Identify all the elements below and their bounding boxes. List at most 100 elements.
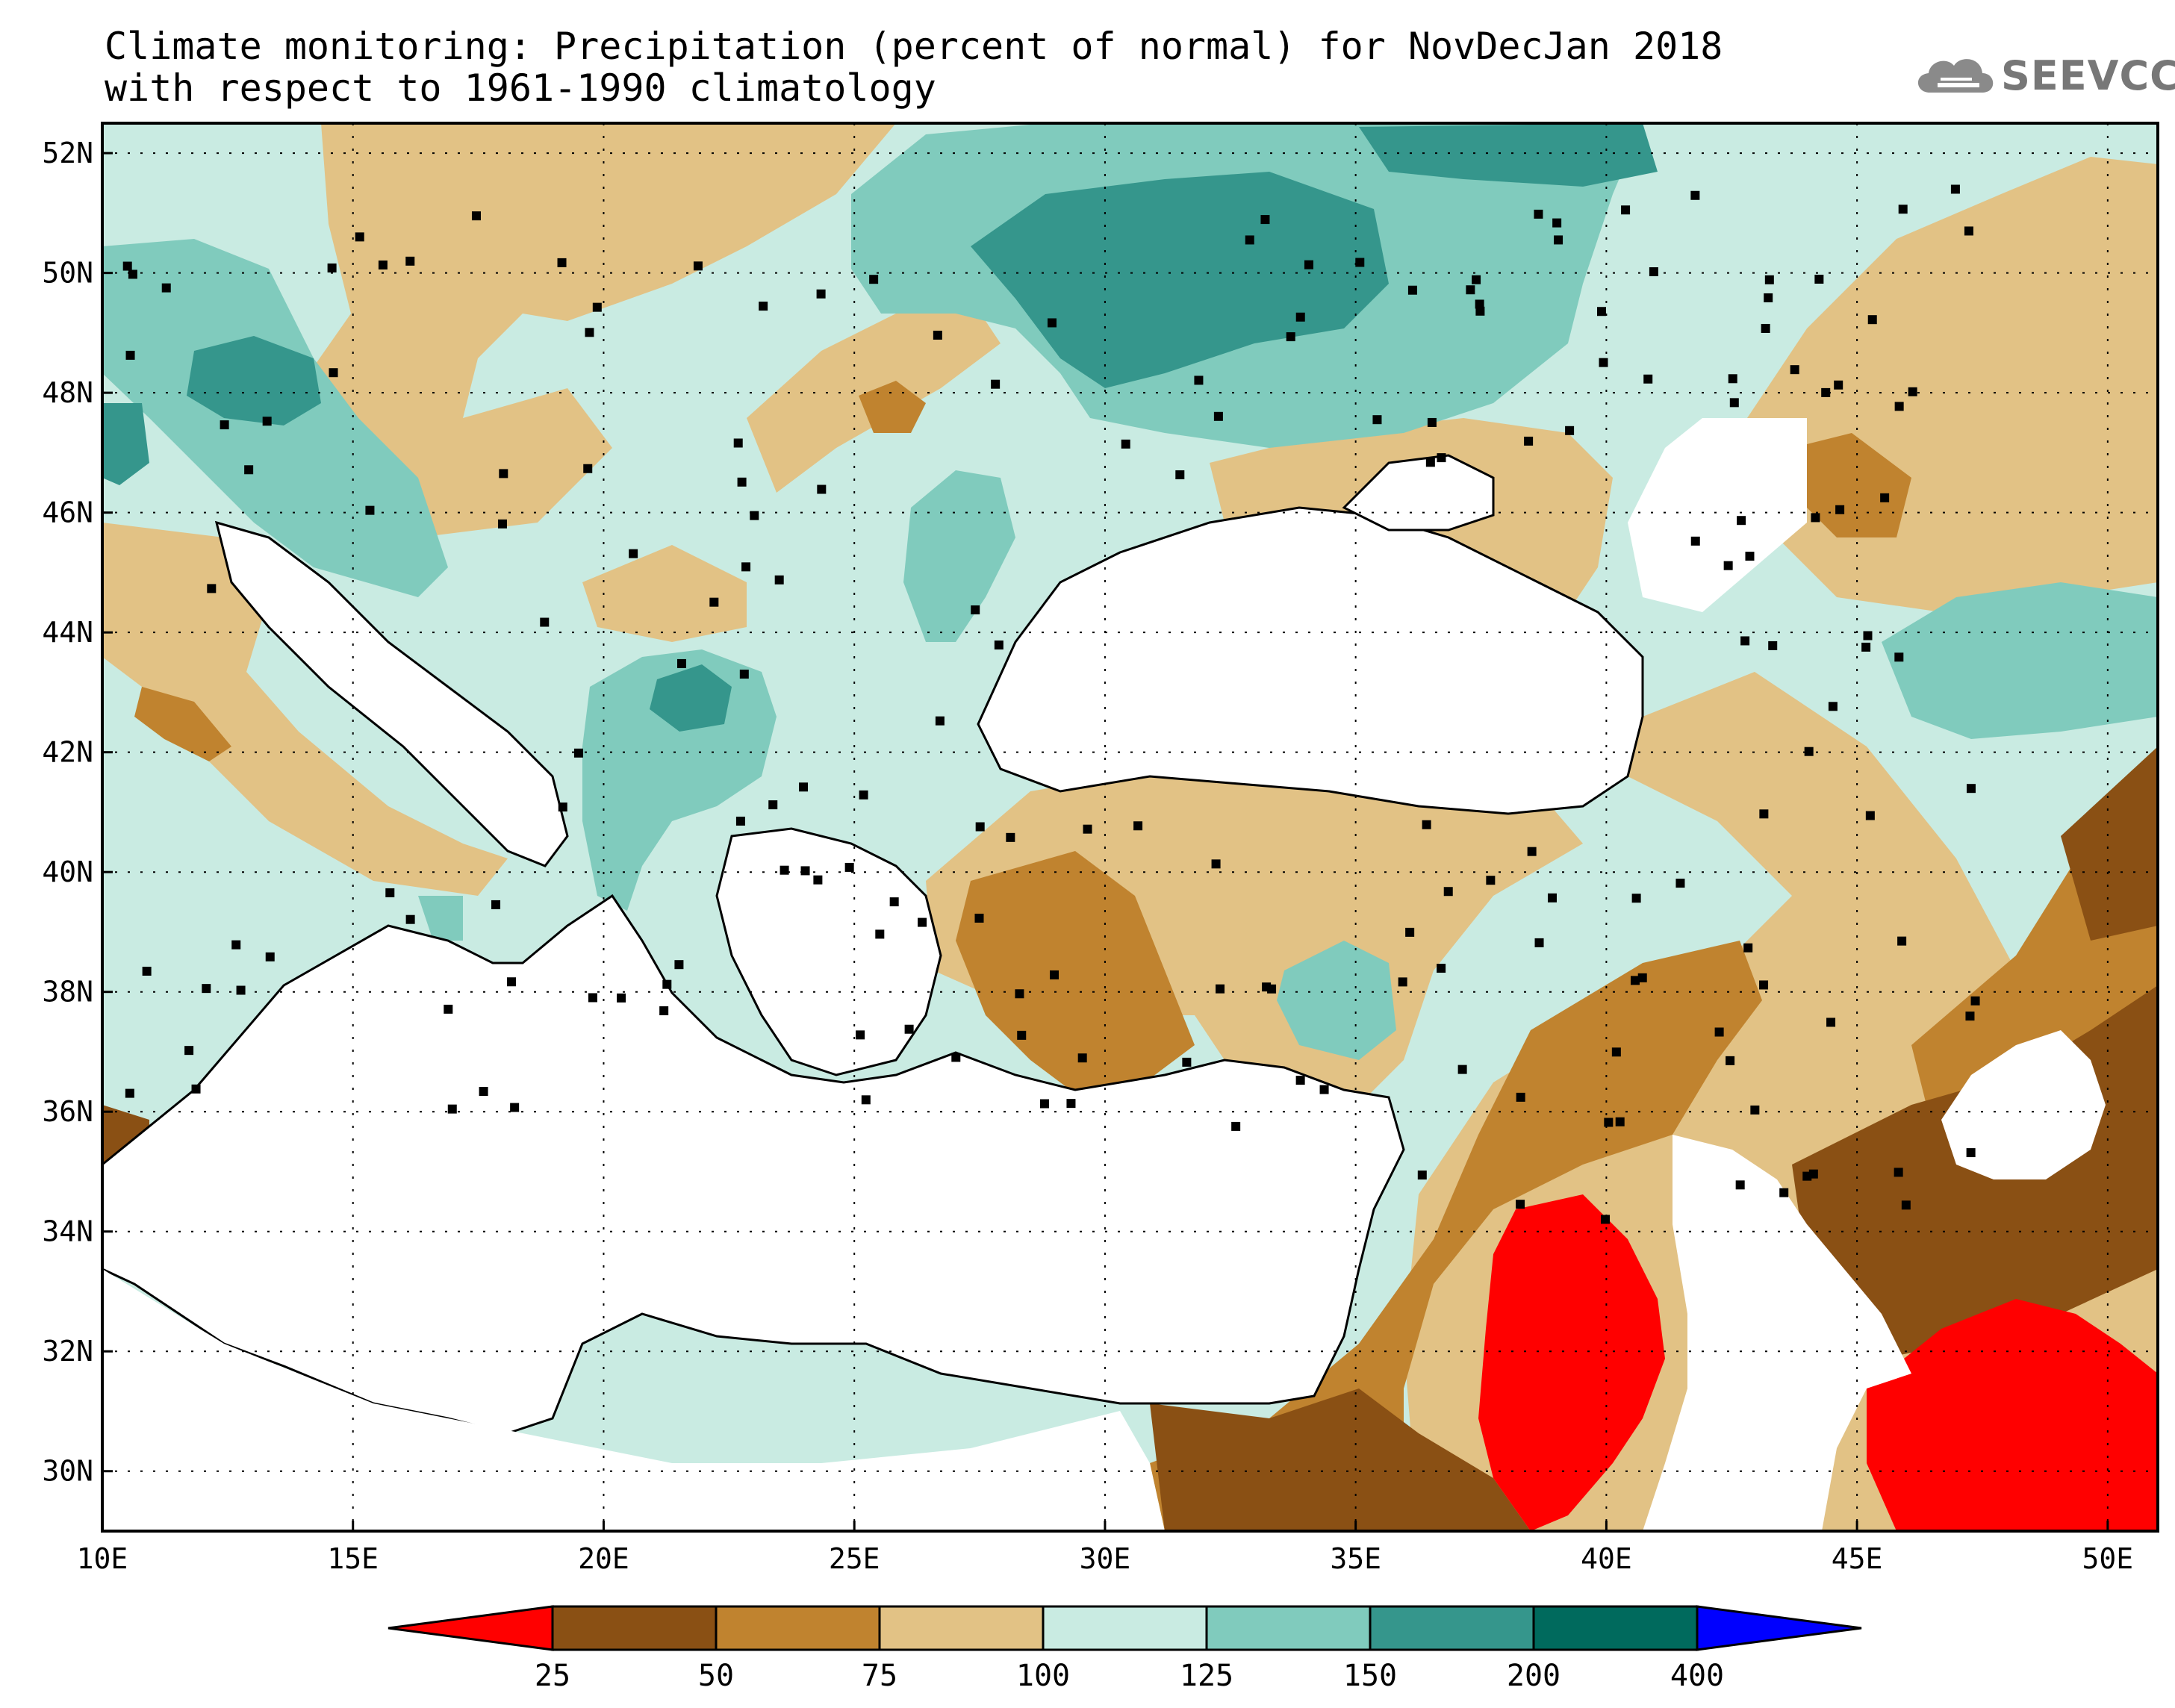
station-marker	[1675, 879, 1685, 888]
station-marker	[1437, 453, 1446, 463]
station-marker	[1466, 285, 1475, 295]
station-marker	[1422, 820, 1431, 829]
aegean-sea	[715, 827, 942, 1076]
station-marker	[750, 511, 759, 520]
station-marker	[799, 782, 809, 792]
field-50-75-anatolia	[956, 851, 1195, 1105]
station-marker	[1764, 275, 1774, 284]
station-marker	[557, 258, 567, 267]
station-marker	[1194, 375, 1204, 385]
station-marker	[497, 519, 507, 529]
station-marker	[1690, 190, 1700, 200]
field-below-25-syria-iraq	[1478, 1194, 1665, 1531]
station-marker	[1735, 1180, 1745, 1190]
station-marker	[231, 940, 241, 950]
station-marker	[994, 640, 1004, 650]
station-marker	[1865, 811, 1875, 820]
station-marker	[1729, 398, 1739, 408]
station-marker	[385, 888, 395, 897]
station-marker	[1133, 821, 1143, 831]
station-marker	[1740, 636, 1750, 646]
station-marker	[558, 802, 567, 812]
station-marker	[1472, 275, 1481, 284]
station-marker	[184, 1046, 194, 1056]
station-marker	[355, 232, 364, 242]
field-75-100-serbia	[582, 545, 747, 642]
tick-label-lat-40N: 40N	[42, 855, 93, 888]
station-marker	[733, 438, 743, 448]
station-marker	[869, 275, 879, 284]
station-marker	[405, 914, 415, 924]
station-marker	[741, 562, 751, 572]
station-marker	[1372, 415, 1382, 425]
station-marker	[813, 875, 823, 885]
station-marker	[1047, 318, 1057, 328]
field-50-75-southeast	[1150, 941, 1762, 1531]
station-marker	[1637, 973, 1647, 982]
station-marker	[1286, 332, 1295, 342]
field-150-200-austria	[187, 336, 321, 426]
station-marker	[491, 900, 501, 909]
black-sea	[977, 506, 1644, 815]
station-marker	[236, 985, 246, 995]
station-marker	[1768, 640, 1778, 650]
station-marker	[1437, 964, 1446, 973]
station-marker	[875, 929, 885, 939]
station-marker	[1443, 887, 1453, 897]
station-marker	[588, 993, 597, 1003]
station-marker	[1405, 927, 1415, 937]
station-marker	[800, 866, 810, 876]
station-marker	[974, 913, 984, 923]
station-marker	[768, 800, 778, 810]
station-marker	[265, 952, 275, 961]
station-marker	[816, 289, 826, 299]
station-marker	[1039, 1099, 1049, 1109]
colorbar-label: 25	[535, 1659, 570, 1693]
station-marker	[1231, 1121, 1241, 1131]
tick-label-lat-48N: 48N	[42, 376, 93, 409]
colorbar-segment	[1205, 1605, 1372, 1651]
station-marker	[1621, 205, 1631, 215]
tick-label-lat-46N: 46N	[42, 496, 93, 529]
tick-label-lat-52N: 52N	[42, 137, 93, 169]
station-marker	[1425, 458, 1435, 467]
chart-title-line-1: Climate monitoring: Precipitation (perce…	[105, 25, 1723, 68]
field-25-50-iran-north	[2061, 747, 2158, 941]
station-marker	[1804, 747, 1814, 756]
station-marker	[1604, 1118, 1614, 1127]
station-marker	[1861, 642, 1871, 652]
tick-label-lon-25E: 25E	[829, 1542, 880, 1575]
station-marker	[1245, 235, 1254, 245]
station-marker	[1475, 299, 1484, 309]
station-marker	[1066, 1099, 1076, 1109]
field-150-200-ukraine-center	[971, 172, 1389, 388]
station-marker	[1295, 1076, 1305, 1085]
tick-label-lat-42N: 42N	[42, 736, 93, 769]
station-marker	[1897, 936, 1907, 946]
colorbar-label: 100	[1016, 1659, 1070, 1693]
caspian-sea	[1941, 1030, 2106, 1179]
station-marker	[207, 584, 217, 593]
station-marker	[1295, 312, 1305, 322]
station-marker	[844, 862, 854, 872]
field-125-150-romania	[903, 470, 1015, 642]
station-marker	[1723, 561, 1733, 570]
station-marker	[1630, 976, 1640, 985]
field-75-100-central-europe	[224, 123, 896, 537]
station-marker	[1908, 387, 1917, 396]
station-marker	[1565, 426, 1575, 435]
station-marker	[244, 465, 254, 475]
station-marker	[1319, 1085, 1329, 1094]
station-marker	[859, 790, 868, 800]
station-marker	[774, 575, 784, 585]
station-marker	[1534, 938, 1544, 947]
station-marker	[1863, 631, 1873, 640]
station-marker	[1965, 1012, 1975, 1021]
station-marker	[1017, 1030, 1027, 1040]
station-marker	[1811, 513, 1820, 523]
field-50-75-volga	[1792, 433, 1911, 537]
station-marker	[1552, 218, 1562, 228]
station-marker	[629, 549, 638, 558]
station-marker	[1398, 977, 1407, 987]
